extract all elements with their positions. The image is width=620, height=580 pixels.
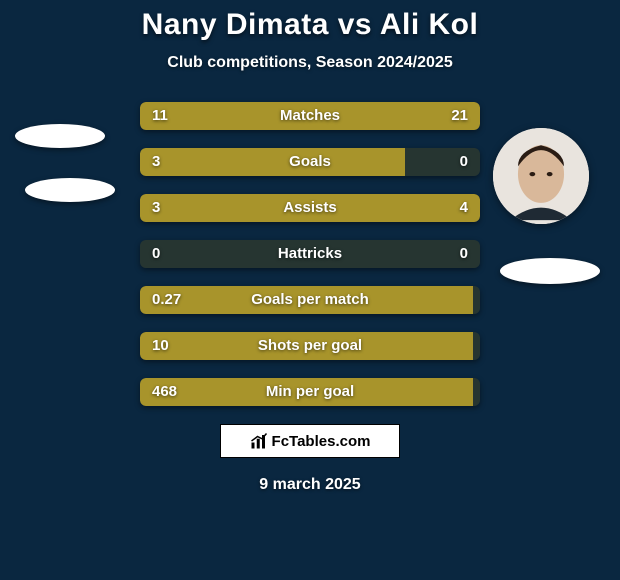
decorative-pill [15, 124, 105, 148]
page-title: Nany Dimata vs Ali Kol [0, 8, 620, 42]
stat-label: Goals [140, 148, 480, 176]
stat-label: Matches [140, 102, 480, 130]
decorative-pill [500, 258, 600, 284]
stat-label: Assists [140, 194, 480, 222]
stat-bars: 11Matches213Goals03Assists40Hattricks00.… [140, 102, 480, 406]
stat-label: Shots per goal [140, 332, 480, 360]
avatar-photo [493, 128, 589, 224]
stat-value-right: 0 [460, 148, 468, 176]
face-placeholder-icon [493, 128, 589, 224]
stat-value-right: 0 [460, 240, 468, 268]
stat-label: Min per goal [140, 378, 480, 406]
stat-value-right: 21 [451, 102, 468, 130]
stat-label: Hattricks [140, 240, 480, 268]
stat-label: Goals per match [140, 286, 480, 314]
stat-row: 3Goals0 [140, 148, 480, 176]
logo-text: FcTables.com [272, 433, 371, 450]
source-logo: FcTables.com [220, 424, 400, 458]
stat-row: 0Hattricks0 [140, 240, 480, 268]
stat-row: 10Shots per goal [140, 332, 480, 360]
stat-row: 3Assists4 [140, 194, 480, 222]
player-right-avatar [493, 128, 589, 224]
subtitle: Club competitions, Season 2024/2025 [0, 54, 620, 72]
stat-row: 468Min per goal [140, 378, 480, 406]
decorative-pill [25, 178, 115, 202]
stat-value-right: 4 [460, 194, 468, 222]
chart-icon [250, 432, 268, 450]
date-text: 9 march 2025 [0, 476, 620, 494]
stat-row: 0.27Goals per match [140, 286, 480, 314]
stat-row: 11Matches21 [140, 102, 480, 130]
comparison-card: Nany Dimata vs Ali Kol Club competitions… [0, 0, 620, 580]
